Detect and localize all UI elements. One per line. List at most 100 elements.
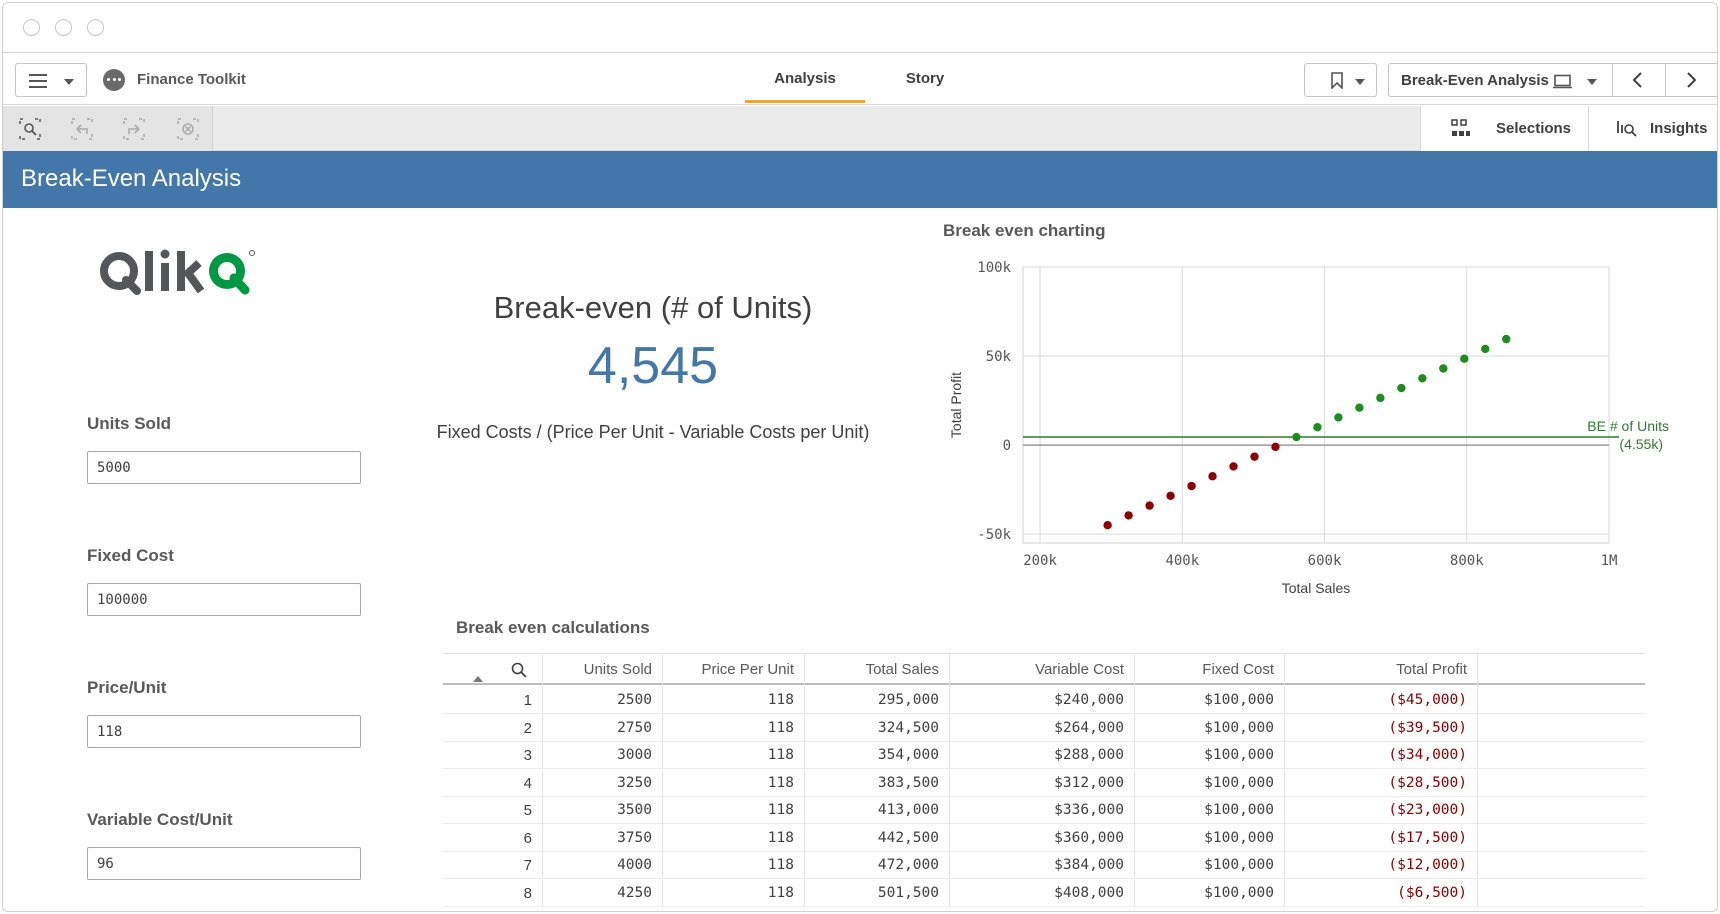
search-icon[interactable] [511, 662, 527, 678]
table-header-fixed-cost[interactable]: Fixed Cost [1135, 654, 1285, 686]
table-header-index[interactable] [443, 654, 543, 686]
data-point [1313, 423, 1322, 432]
cell-total-sales: 324,500 [805, 714, 950, 742]
cell-fixed-cost: $100,000 [1135, 879, 1285, 907]
smart-search-icon[interactable] [19, 118, 41, 140]
y-axis-label: Total Profit [948, 372, 964, 438]
insights-button[interactable]: Insights [1650, 120, 1708, 137]
bookmark-icon [1331, 72, 1343, 89]
qlik-logo [100, 249, 255, 295]
table-row[interactable]: 2 2750 118 324,500 $264,000 $100,000 ($39,500) [443, 714, 1645, 742]
selection-tools [3, 106, 213, 151]
data-point [1103, 520, 1112, 530]
cell-total-profit: ($34,000) [1285, 742, 1478, 769]
cell-variable-cost: $264,000 [950, 714, 1135, 742]
table-header-variable-cost[interactable]: Variable Cost [950, 654, 1135, 686]
cell-fixed-cost: $100,000 [1135, 852, 1285, 879]
price-unit-label: Price/Unit [87, 678, 167, 697]
chevron-down-icon [1587, 79, 1597, 85]
toolbar-divider [1588, 106, 1589, 151]
kpi-formula: Fixed Costs / (Price Per Unit - Variable… [436, 422, 870, 442]
app-icon [103, 69, 125, 91]
step-forward-icon[interactable] [123, 118, 145, 140]
x-tick-label: 1M [1601, 553, 1618, 569]
kpi-value: 4,545 [587, 337, 719, 395]
title-bar [3, 3, 1717, 53]
cell-price-per-unit: 118 [663, 824, 805, 852]
data-point [1292, 432, 1301, 442]
table-row[interactable]: 8 4250 118 501,500 $408,000 $100,000 ($6,500) [443, 879, 1645, 907]
units-sold-input[interactable]: 5000 [87, 451, 361, 484]
table-header-units-sold[interactable]: Units Sold [543, 654, 663, 686]
cell-fixed-cost: $100,000 [1135, 742, 1285, 769]
table-row[interactable]: 3 3000 118 354,000 $288,000 $100,000 ($34,000) [443, 742, 1645, 769]
cell-price-per-unit: 118 [663, 852, 805, 879]
cell-total-sales: 295,000 [805, 687, 950, 714]
cell-total-sales: 354,000 [805, 742, 950, 769]
variable-cost-unit-label: Variable Cost/Unit [87, 810, 233, 829]
cell-variable-cost: $384,000 [950, 852, 1135, 879]
table-header-total-profit[interactable]: Total Profit [1285, 654, 1478, 686]
window-minimize-button[interactable] [55, 19, 72, 36]
cell-index: 4 [443, 769, 543, 797]
cell-units-sold: 3000 [543, 742, 663, 769]
cell-index: 3 [443, 742, 543, 769]
table-title: Break even calculations [456, 618, 650, 637]
data-point [1208, 472, 1217, 481]
x-tick-label: 600k [1308, 553, 1342, 569]
table-row[interactable]: 7 4000 118 472,000 $384,000 $100,000 ($12,000) [443, 852, 1645, 879]
selections-button[interactable]: Selections [1496, 120, 1572, 137]
bookmarks-button[interactable] [1304, 63, 1377, 97]
data-point [1481, 344, 1490, 354]
tab-analysis[interactable]: Analysis [774, 70, 836, 87]
tab-story[interactable]: Story [905, 70, 945, 87]
cell-price-per-unit: 118 [663, 879, 805, 907]
x-tick-label: 800k [1450, 553, 1484, 569]
cell-units-sold: 3250 [543, 769, 663, 797]
cell-price-per-unit: 118 [663, 714, 805, 742]
cell-fixed-cost: $100,000 [1135, 797, 1285, 824]
hamburger-icon [29, 74, 47, 88]
fixed-cost-input[interactable]: 100000 [87, 583, 361, 616]
cell-fixed-cost: $100,000 [1135, 687, 1285, 714]
step-back-icon[interactable] [71, 118, 93, 140]
data-point [1145, 501, 1154, 510]
chevron-left-icon [1632, 72, 1642, 88]
table-header-total-sales[interactable]: Total Sales [805, 654, 950, 686]
price-unit-input[interactable]: 118 [87, 715, 361, 748]
cell-index: 1 [443, 687, 543, 714]
x-tick-label: 200k [1023, 553, 1057, 569]
table-row[interactable]: 5 3500 118 413,000 $336,000 $100,000 ($23,000) [443, 797, 1645, 824]
table-row[interactable]: 4 3250 118 383,500 $312,000 $100,000 ($28,500) [443, 769, 1645, 797]
cell-price-per-unit: 118 [663, 769, 805, 797]
cell-units-sold: 3500 [543, 797, 663, 824]
previous-sheet-button[interactable] [1612, 63, 1666, 97]
cell-price-per-unit: 118 [663, 797, 805, 824]
table-header-price-per-unit[interactable]: Price Per Unit [663, 654, 805, 686]
y-tick-label: 100k [977, 260, 1011, 276]
table-row[interactable]: 1 2500 118 295,000 $240,000 $100,000 ($45,000) [443, 687, 1645, 714]
variable-cost-unit-input[interactable]: 96 [87, 847, 361, 880]
cell-fixed-cost: $100,000 [1135, 714, 1285, 742]
sheet-selector-button[interactable]: Break-Even Analysis [1388, 63, 1613, 97]
cell-units-sold: 2500 [543, 687, 663, 714]
insights-icon [1617, 121, 1637, 137]
data-point [1250, 452, 1259, 461]
next-sheet-button[interactable] [1665, 63, 1717, 97]
data-point [1418, 374, 1427, 383]
window-close-button[interactable] [23, 19, 40, 36]
clear-selections-icon[interactable] [177, 118, 199, 140]
selections-icon [1451, 119, 1470, 136]
cell-total-sales: 442,500 [805, 824, 950, 852]
table-row[interactable]: 6 3750 118 442,500 $360,000 $100,000 ($17,500) [443, 824, 1645, 852]
cell-units-sold: 4000 [543, 852, 663, 879]
toolbar-right: Selections Insights [1420, 106, 1717, 151]
units-sold-label: Units Sold [87, 414, 172, 433]
cell-fixed-cost: $100,000 [1135, 824, 1285, 852]
data-point [1502, 334, 1511, 344]
global-menu-button[interactable] [15, 63, 87, 97]
cell-total-profit: ($6,500) [1285, 879, 1478, 907]
break-even-scatter-chart[interactable]: 200k 400k 600k 800k 1M 100k 50k 0 -50k BE # of Un… [943, 253, 1683, 603]
cell-total-profit: ($39,500) [1285, 714, 1478, 742]
window-maximize-button[interactable] [87, 19, 104, 36]
